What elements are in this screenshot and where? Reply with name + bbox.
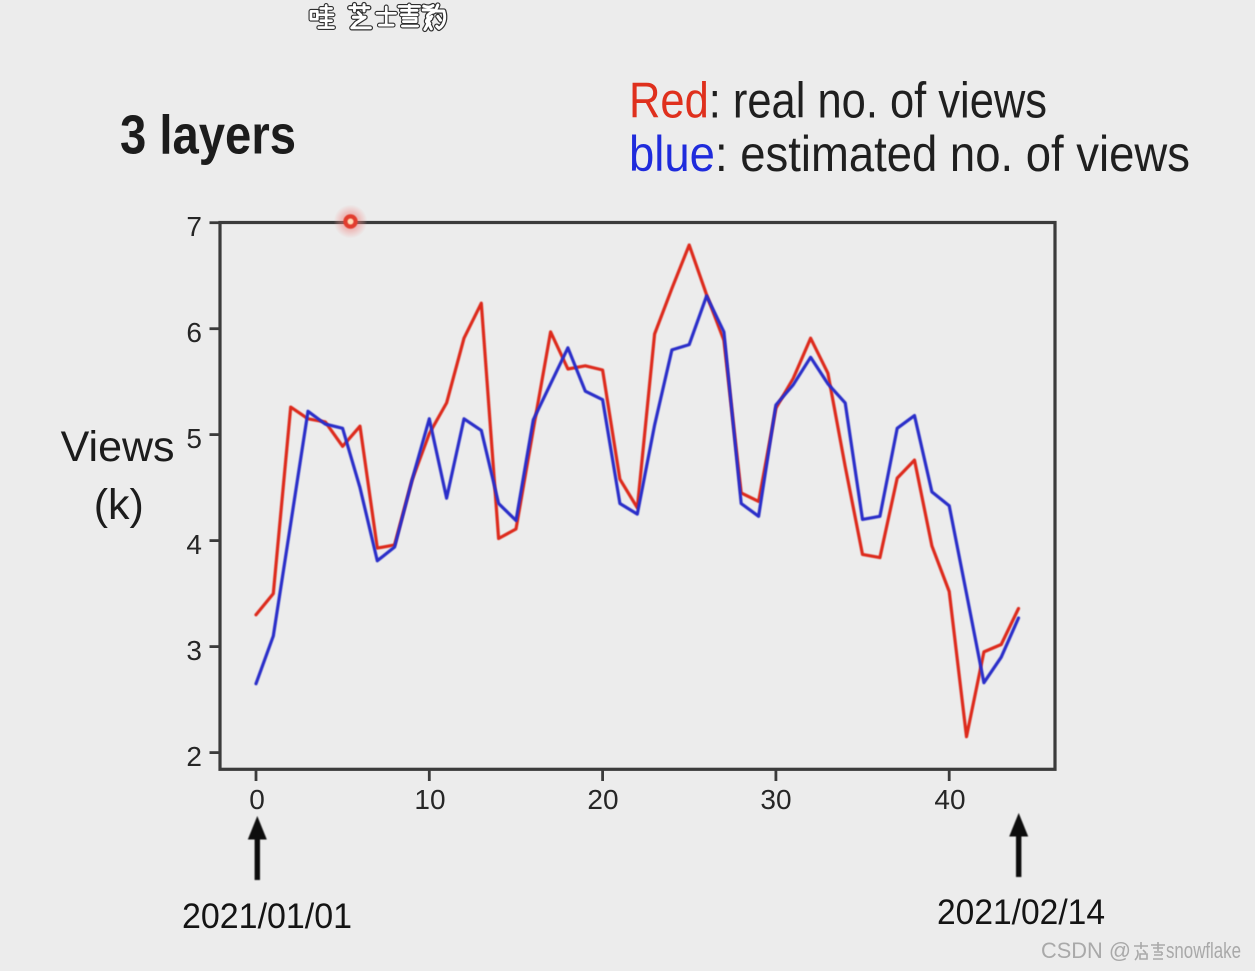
- svg-text:0: 0: [249, 784, 265, 815]
- svg-text:40: 40: [934, 784, 965, 815]
- svg-text:2: 2: [186, 741, 202, 772]
- svg-text:CSDN @: CSDN @: [1041, 938, 1131, 963]
- svg-text:10: 10: [414, 784, 445, 815]
- svg-text:4: 4: [186, 529, 202, 560]
- svg-text:7: 7: [186, 211, 202, 242]
- svg-text:30: 30: [760, 784, 791, 815]
- svg-text:3 layers: 3 layers: [120, 104, 296, 166]
- svg-text:5: 5: [186, 423, 202, 454]
- svg-text:Red: real no. of views: Red: real no. of views: [629, 73, 1047, 129]
- svg-text:3: 3: [186, 635, 202, 666]
- svg-text:Views: Views: [61, 423, 175, 471]
- svg-text:(k): (k): [94, 481, 144, 529]
- svg-text:blue: estimated no. of views: blue: estimated no. of views: [629, 126, 1190, 182]
- svg-text:2021/01/01: 2021/01/01: [182, 897, 352, 936]
- svg-text:6: 6: [186, 317, 202, 348]
- svg-text:2021/02/14: 2021/02/14: [937, 893, 1105, 932]
- svg-text:snowflake: snowflake: [1166, 938, 1241, 963]
- svg-text:20: 20: [587, 784, 618, 815]
